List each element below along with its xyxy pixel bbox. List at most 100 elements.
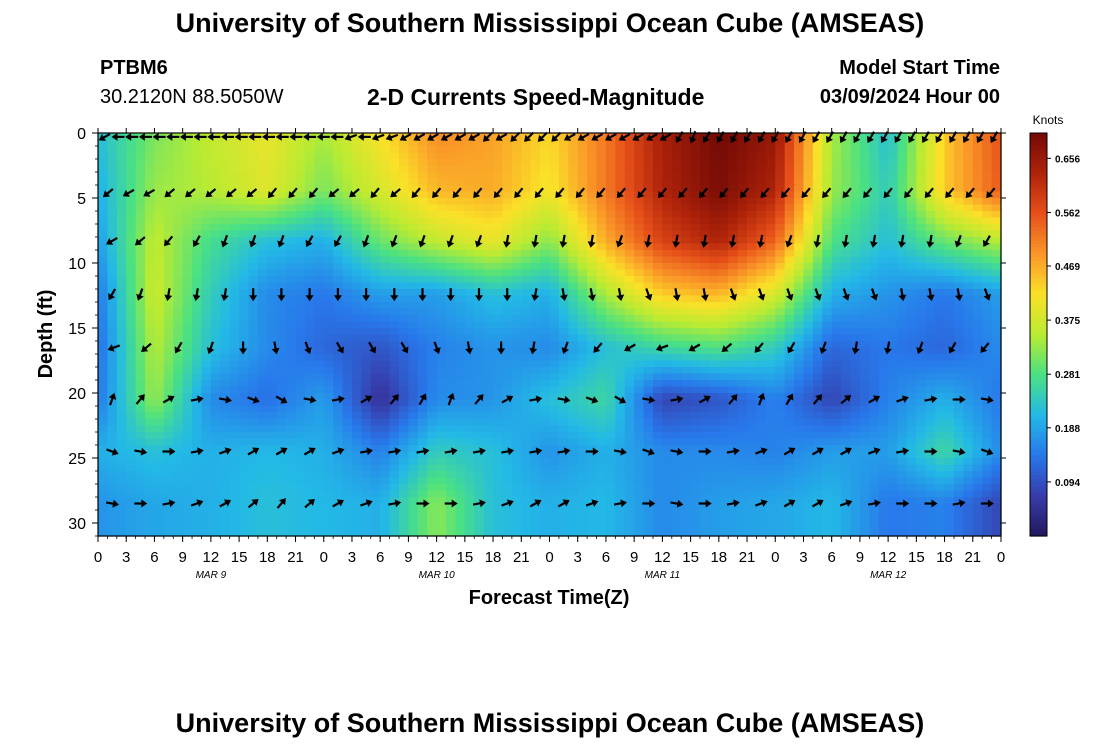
heatmap-cell bbox=[493, 393, 504, 401]
heatmap-cell bbox=[784, 269, 795, 277]
heatmap-cell bbox=[408, 464, 419, 472]
heatmap-cell bbox=[709, 308, 720, 316]
heatmap-cell bbox=[417, 399, 428, 407]
heatmap-cell bbox=[248, 269, 259, 277]
heatmap-cell bbox=[803, 451, 814, 459]
heatmap-cell bbox=[267, 334, 278, 342]
heatmap-cell bbox=[878, 185, 889, 193]
heatmap-cell bbox=[728, 250, 739, 258]
heatmap-cell bbox=[605, 289, 616, 297]
heatmap-cell bbox=[210, 347, 221, 355]
heatmap-cell bbox=[267, 412, 278, 420]
heatmap-cell bbox=[916, 302, 927, 310]
heatmap-cell bbox=[878, 263, 889, 271]
heatmap-cell bbox=[333, 406, 344, 414]
heatmap-cell bbox=[718, 386, 729, 394]
heatmap-cell bbox=[624, 302, 635, 310]
heatmap-cell bbox=[859, 295, 870, 303]
heatmap-cell bbox=[925, 204, 936, 212]
heatmap-cell bbox=[126, 159, 137, 167]
heatmap-cell bbox=[718, 354, 729, 362]
heatmap-cell bbox=[436, 230, 447, 238]
heatmap-cell bbox=[417, 276, 428, 284]
heatmap-cell bbox=[803, 146, 814, 154]
heatmap-cell bbox=[201, 458, 212, 466]
heatmap-cell bbox=[248, 328, 259, 336]
heatmap-cell bbox=[493, 399, 504, 407]
heatmap-cell bbox=[511, 412, 522, 420]
heatmap-cell bbox=[220, 269, 231, 277]
heatmap-cell bbox=[474, 315, 485, 323]
heatmap-cell bbox=[399, 230, 410, 238]
heatmap-cell bbox=[812, 302, 823, 310]
heatmap-cell bbox=[116, 217, 127, 225]
heatmap-cell bbox=[399, 354, 410, 362]
heatmap-cell bbox=[351, 250, 362, 258]
heatmap-cell bbox=[953, 321, 964, 329]
heatmap-cell bbox=[511, 386, 522, 394]
heatmap-cell bbox=[906, 347, 917, 355]
heatmap-cell bbox=[427, 321, 438, 329]
heatmap-cell bbox=[257, 198, 268, 206]
heatmap-cell bbox=[323, 276, 334, 284]
heatmap-cell bbox=[286, 302, 297, 310]
heatmap-cell bbox=[380, 367, 391, 375]
heatmap-cell bbox=[116, 380, 127, 388]
heatmap-cell bbox=[794, 204, 805, 212]
heatmap-cell bbox=[98, 425, 109, 433]
heatmap-cell bbox=[436, 211, 447, 219]
heatmap-cell bbox=[380, 139, 391, 147]
heatmap-cell bbox=[267, 406, 278, 414]
heatmap-cell bbox=[351, 289, 362, 297]
heatmap-cell bbox=[841, 282, 852, 290]
heatmap-cell bbox=[126, 367, 137, 375]
heatmap-cell bbox=[690, 399, 701, 407]
heatmap-cell bbox=[220, 172, 231, 180]
heatmap-cell bbox=[747, 445, 758, 453]
heatmap-cell bbox=[982, 198, 993, 206]
heatmap-cell bbox=[540, 354, 551, 362]
heatmap-cell bbox=[267, 289, 278, 297]
heatmap-cell bbox=[342, 393, 353, 401]
heatmap-cell bbox=[841, 438, 852, 446]
heatmap-cell bbox=[192, 367, 203, 375]
heatmap-cell bbox=[474, 224, 485, 232]
heatmap-cell bbox=[624, 172, 635, 180]
heatmap-cell bbox=[549, 224, 560, 232]
heatmap-cell bbox=[991, 432, 1002, 440]
heatmap-cell bbox=[690, 217, 701, 225]
heatmap-cell bbox=[210, 425, 221, 433]
heatmap-cell bbox=[859, 172, 870, 180]
heatmap-cell bbox=[652, 419, 663, 427]
heatmap-cell bbox=[878, 406, 889, 414]
heatmap-cell bbox=[605, 191, 616, 199]
heatmap-cell bbox=[511, 211, 522, 219]
heatmap-cell bbox=[756, 250, 767, 258]
heatmap-cell bbox=[192, 308, 203, 316]
heatmap-cell bbox=[408, 276, 419, 284]
heatmap-cell bbox=[323, 393, 334, 401]
heatmap-cell bbox=[399, 425, 410, 433]
heatmap-cell bbox=[681, 360, 692, 368]
heatmap-cell bbox=[145, 464, 156, 472]
heatmap-cell bbox=[126, 269, 137, 277]
heatmap-cell bbox=[577, 178, 588, 186]
heatmap-cell bbox=[182, 451, 193, 459]
heatmap-cell bbox=[681, 386, 692, 394]
heatmap-cell bbox=[587, 165, 598, 173]
heatmap-cell bbox=[812, 373, 823, 381]
heatmap-cell bbox=[803, 399, 814, 407]
heatmap-cell bbox=[747, 367, 758, 375]
heatmap-cell bbox=[737, 211, 748, 219]
heatmap-cell bbox=[135, 360, 146, 368]
heatmap-cell bbox=[483, 204, 494, 212]
heatmap-cell bbox=[145, 380, 156, 388]
heatmap-cell bbox=[351, 315, 362, 323]
heatmap-cell bbox=[681, 399, 692, 407]
heatmap-cell bbox=[276, 256, 287, 264]
heatmap-cell bbox=[596, 230, 607, 238]
heatmap-cell bbox=[304, 159, 315, 167]
heatmap-cell bbox=[709, 315, 720, 323]
heatmap-cell bbox=[850, 464, 861, 472]
heatmap-cell bbox=[163, 464, 174, 472]
